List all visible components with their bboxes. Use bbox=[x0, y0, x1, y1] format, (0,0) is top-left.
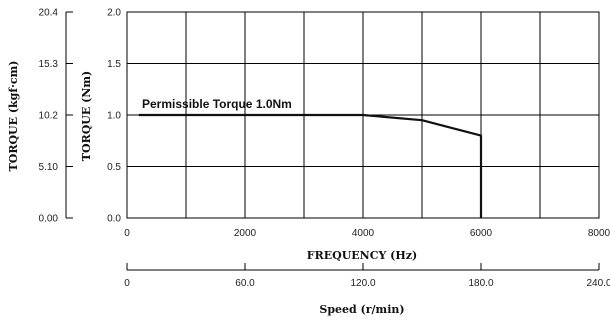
y-primary-tick-label: 0.5 bbox=[107, 162, 121, 173]
permissible-torque-line bbox=[138, 113, 483, 218]
x-primary-tick-label: 0 bbox=[124, 228, 130, 239]
y-primary-tick-label: 1.5 bbox=[107, 59, 121, 70]
x-secondary-axis: 0 60.0 120.0 180.0 240.0 bbox=[124, 263, 610, 289]
x-primary-tick-labels: 0 2000 4000 6000 8000 bbox=[124, 228, 610, 239]
y-primary-tick-label: 0.0 bbox=[107, 214, 121, 225]
plot-frame bbox=[126, 11, 600, 219]
x-primary-tick-label: 8000 bbox=[588, 228, 610, 239]
x-secondary-tick-label: 60.0 bbox=[235, 278, 255, 289]
x-secondary-tick-label: 240.0 bbox=[586, 278, 610, 289]
permissible-torque-annotation: Permissible Torque 1.0Nm bbox=[142, 97, 292, 111]
y-secondary-axis-title: TORQUE (kgf·cm) bbox=[7, 61, 20, 172]
y-secondary-tick-label: 5.10 bbox=[39, 162, 59, 173]
y-secondary-axis: 0.00 5.10 10.2 15.3 20.4 bbox=[39, 8, 73, 225]
x-primary-tick-label: 6000 bbox=[470, 228, 493, 239]
y-primary-tick-labels: 0.0 0.5 1.0 1.5 2.0 bbox=[107, 8, 121, 225]
y-secondary-tick-label: 0.00 bbox=[39, 214, 59, 225]
x-secondary-tick-label: 180.0 bbox=[468, 278, 493, 289]
y-primary-axis-title: TORQUE (Nm) bbox=[80, 71, 93, 161]
x-secondary-tick-label: 120.0 bbox=[350, 278, 375, 289]
y-primary-tick-label: 1.0 bbox=[107, 111, 121, 122]
y-secondary-tick-label: 15.3 bbox=[39, 59, 59, 70]
y-secondary-tick-label: 10.2 bbox=[39, 111, 59, 122]
x-primary-tick-label: 2000 bbox=[234, 228, 257, 239]
y-secondary-tick-label: 20.4 bbox=[39, 8, 59, 19]
x-primary-tick-label: 4000 bbox=[352, 228, 375, 239]
x-primary-axis-title: FREQUENCY (Hz) bbox=[307, 249, 417, 262]
x-secondary-axis-title: Speed (r/min) bbox=[319, 303, 404, 316]
x-secondary-tick-label: 0 bbox=[124, 278, 130, 289]
y-primary-tick-label: 2.0 bbox=[107, 8, 121, 19]
